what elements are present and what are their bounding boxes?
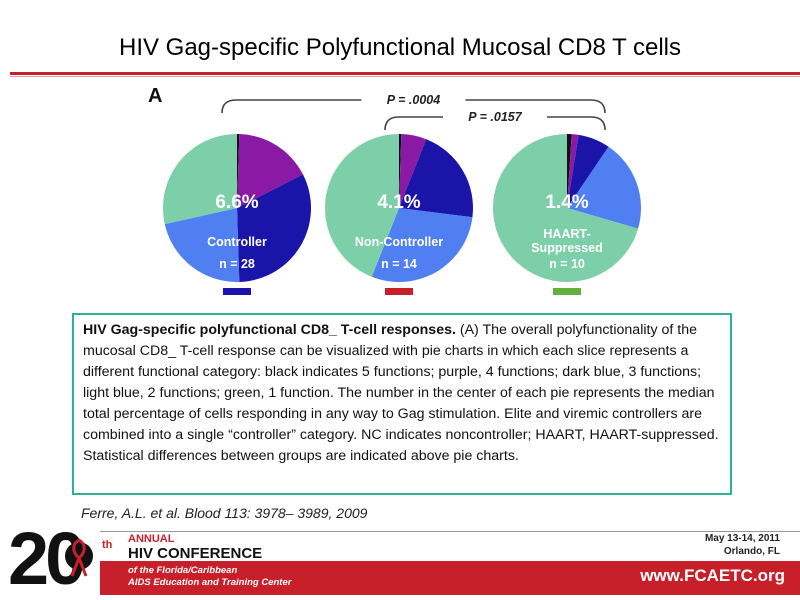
figure-caption: HIV Gag-specific polyfunctional CD8_ T-c… xyxy=(72,313,732,495)
caption-body: (A) The overall polyfunctionality of the… xyxy=(83,322,719,464)
pie-slice-4-functions xyxy=(567,134,579,208)
pie-n-label: n = 10 xyxy=(549,257,585,271)
title-divider-shadow xyxy=(10,76,800,77)
caption-heading: HIV Gag-specific polyfunctional CD8_ T-c… xyxy=(83,322,456,338)
pie-slice-2-functions xyxy=(371,208,473,282)
pie-slice-4-functions xyxy=(237,134,303,208)
group-color-key xyxy=(385,288,413,295)
pies-group: 6.6% Controller n = 28 4.1% Non-Controller n … xyxy=(162,134,641,295)
group-color-key xyxy=(553,288,581,295)
pie-slice-3-functions xyxy=(399,139,474,218)
footer-divider xyxy=(100,531,800,532)
p-value-label: P = .0004 xyxy=(387,93,440,107)
conference-name: HIV CONFERENCE xyxy=(128,545,263,562)
pie-slice-1-function xyxy=(325,134,399,277)
anniversary-suffix: th xyxy=(102,539,113,551)
pie-slice-5-functions xyxy=(567,134,572,208)
significance-bracket xyxy=(384,116,606,131)
conference-dates: May 13-14, 2011 xyxy=(704,533,780,544)
pie-center-value: 1.4% xyxy=(545,192,588,213)
significance-brackets: P = .0004 P = .0157 xyxy=(221,93,606,131)
pie-n-label: n = 14 xyxy=(381,257,417,271)
pie-slice-2-functions xyxy=(567,146,641,229)
pie-slice-3-functions xyxy=(567,134,609,208)
slide-title: HIV Gag-specific Polyfunctional Mucosal … xyxy=(118,34,681,61)
pie-slice-1-function xyxy=(492,134,639,282)
pie-center-value: 6.6% xyxy=(215,192,258,213)
pie-n-label: n = 28 xyxy=(219,257,255,271)
title-divider xyxy=(10,72,800,75)
organizer-line-2: AIDS Education and Training Center xyxy=(128,577,292,588)
pie-slice-2-functions xyxy=(164,208,240,282)
significance-bracket xyxy=(221,99,606,114)
pie-slice-5-functions xyxy=(399,134,402,208)
pie-group-label: Controller xyxy=(207,235,267,249)
pie-slice-5-functions xyxy=(237,134,240,208)
pie-slice-3-functions xyxy=(237,174,311,282)
pie-group-label: Suppressed xyxy=(531,241,603,255)
group-color-key xyxy=(223,288,251,295)
pie-slice-1-function xyxy=(162,134,237,225)
organizer-line-1: of the Florida/Caribbean xyxy=(128,565,238,576)
pie-chart-figure: A P = .0004 P = .0157 6.6% Controller n = 2… xyxy=(148,85,641,295)
website-link[interactable]: www.FCAETC.org xyxy=(640,566,785,585)
footer-banner xyxy=(100,561,800,595)
pie-group-label: Non-Controller xyxy=(355,235,443,249)
awareness-ribbon-icon xyxy=(65,538,93,577)
p-value-label: P = .0157 xyxy=(468,110,522,124)
conference-annual-label: ANNUAL xyxy=(128,533,175,545)
panel-label: A xyxy=(148,85,162,107)
pie-group-label: HAART- xyxy=(543,227,590,241)
pie-center-value: 4.1% xyxy=(377,192,420,213)
citation: Ferre, A.L. et al. Blood 113: 3978– 3989… xyxy=(81,505,368,521)
pie-slice-4-functions xyxy=(399,134,427,208)
conference-location: Orlando, FL xyxy=(723,546,780,557)
